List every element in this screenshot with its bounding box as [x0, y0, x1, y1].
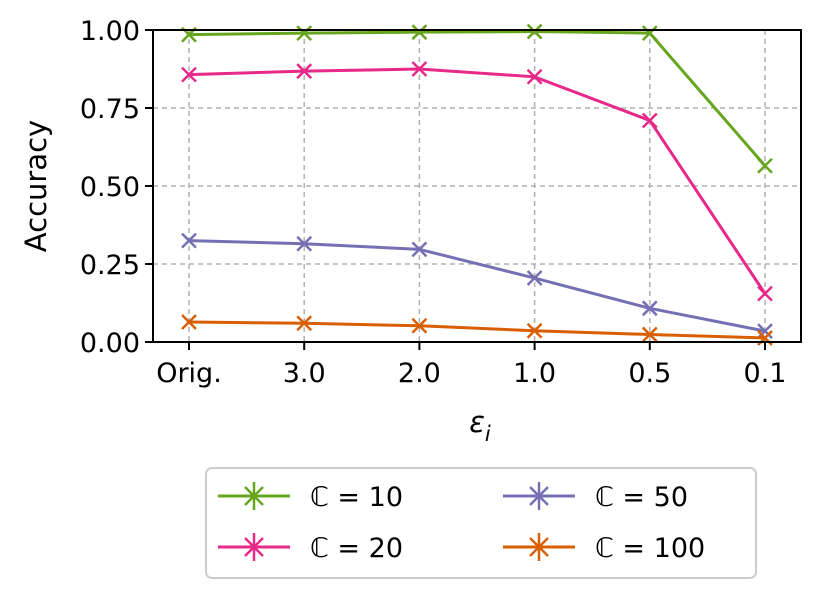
legend-label: ℂ = 50: [595, 482, 688, 513]
legend-box: [205, 467, 757, 579]
x-axis-label-symbol: ε: [469, 405, 485, 439]
series-line: [188, 320, 766, 340]
x-tick-label: Orig.: [156, 358, 222, 389]
data-point: [641, 300, 658, 317]
series-line: [188, 30, 767, 167]
y-axis-label: Accuracy: [19, 120, 53, 252]
data-point: [411, 241, 428, 258]
grid: [153, 29, 801, 343]
x-tick-label: 3.0: [283, 358, 326, 389]
legend-label: ℂ = 100: [595, 533, 705, 564]
data-point: [296, 63, 313, 80]
y-tick-label: 0.50: [80, 172, 140, 203]
y-tick-label: 0.25: [80, 250, 140, 281]
legend-item-4: ℂ = 100: [503, 533, 705, 564]
data-point: [411, 317, 428, 334]
data-point: [296, 235, 313, 252]
legend: ℂ = 10 ℂ = 20 ℂ = 50 ℂ = 100: [205, 467, 757, 579]
data-point: [411, 61, 428, 77]
data-point: [641, 326, 658, 343]
ticks: Orig. 3.0 2.0 1.0 0.5 0.1 0.00 0.25 0.50 0.75 1.00: [80, 16, 787, 389]
data-point: [296, 25, 313, 42]
data-point: [181, 66, 197, 83]
series-3: [181, 232, 773, 339]
x-tick-label: 2.0: [398, 358, 441, 389]
legend-item-1: ℂ = 10: [218, 482, 403, 513]
y-tick-label: 0.00: [80, 328, 140, 359]
legend-item-3: ℂ = 50: [503, 482, 688, 513]
data-point: [641, 25, 658, 42]
y-tick-label: 0.75: [80, 94, 140, 125]
data-point: [526, 322, 543, 339]
data-point: [181, 314, 197, 330]
x-axis-label: εi: [469, 405, 491, 446]
series-layer: [181, 23, 773, 346]
legend-label: ℂ = 10: [310, 482, 403, 513]
x-axis-label-subscript: i: [485, 422, 491, 446]
data-point: [411, 24, 428, 41]
data-point: [757, 323, 773, 339]
series-line: [188, 67, 767, 295]
data-point: [181, 232, 197, 249]
legend-item-2: ℂ = 20: [218, 533, 403, 564]
data-point: [526, 23, 543, 40]
series-1: [181, 23, 773, 174]
series-line: [188, 239, 766, 333]
data-point: [641, 112, 658, 129]
x-tick-label: 0.5: [628, 358, 671, 389]
x-tick-label: 1.0: [513, 358, 556, 389]
data-point: [296, 315, 313, 332]
data-point: [526, 68, 543, 85]
series-2: [181, 61, 773, 302]
y-tick-label: 1.00: [80, 16, 140, 47]
data-point: [757, 157, 773, 174]
data-point: [757, 285, 773, 302]
series-4: [181, 314, 773, 346]
legend-label: ℂ = 20: [310, 533, 403, 564]
data-point: [526, 270, 543, 286]
x-tick-label: 0.1: [744, 358, 787, 389]
